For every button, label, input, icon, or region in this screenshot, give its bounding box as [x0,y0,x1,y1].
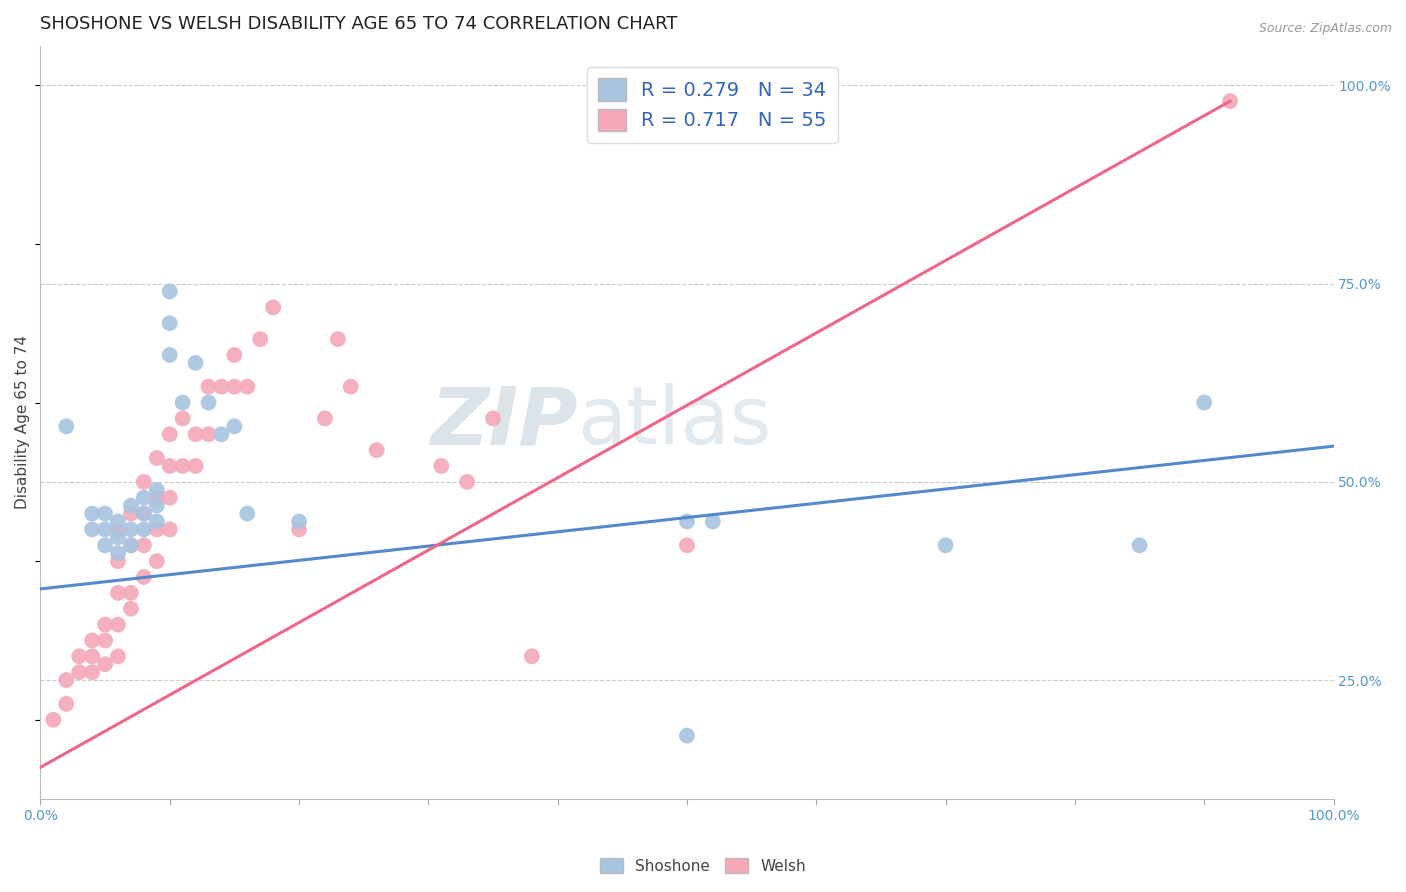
Point [224,348,246,362]
Text: ZIP: ZIP [430,384,576,461]
Point [146,523,169,537]
Point [146,554,169,568]
Point [236,507,259,521]
Point [366,443,388,458]
Point [132,491,155,505]
Text: Source: ZipAtlas.com: Source: ZipAtlas.com [1258,22,1392,36]
Point [146,451,169,466]
Point [82,665,104,680]
Point [55,673,77,687]
Point [224,419,246,434]
Point [159,348,181,362]
Point [339,379,361,393]
Text: atlas: atlas [576,384,772,461]
Legend: Shoshone, Welsh: Shoshone, Welsh [593,852,813,880]
Point [132,523,155,537]
Point [82,523,104,537]
Point [159,285,181,299]
Point [120,601,142,615]
Point [94,507,117,521]
Point [42,713,65,727]
Point [120,586,142,600]
Point [82,633,104,648]
Point [94,538,117,552]
Point [197,395,219,409]
Point [107,523,129,537]
Point [67,649,90,664]
Point [55,697,77,711]
Point [159,523,181,537]
Point [146,499,169,513]
Point [107,554,129,568]
Point [184,458,207,473]
Point [94,523,117,537]
Point [120,538,142,552]
Point [236,379,259,393]
Point [1192,395,1215,409]
Point [520,649,543,664]
Y-axis label: Disability Age 65 to 74: Disability Age 65 to 74 [15,335,30,509]
Point [120,507,142,521]
Point [120,538,142,552]
Point [314,411,336,425]
Point [107,617,129,632]
Point [159,458,181,473]
Point [132,475,155,489]
Point [55,419,77,434]
Point [146,483,169,497]
Legend: R = 0.279   N = 34, R = 0.717   N = 55: R = 0.279 N = 34, R = 0.717 N = 55 [586,67,838,143]
Point [107,530,129,544]
Point [262,301,284,315]
Text: SHOSHONE VS WELSH DISABILITY AGE 65 TO 74 CORRELATION CHART: SHOSHONE VS WELSH DISABILITY AGE 65 TO 7… [41,15,678,33]
Point [146,515,169,529]
Point [107,515,129,529]
Point [935,538,957,552]
Point [197,427,219,442]
Point [67,665,90,680]
Point [184,427,207,442]
Point [107,586,129,600]
Point [172,411,194,425]
Point [132,538,155,552]
Point [211,379,233,393]
Point [197,379,219,393]
Point [676,515,699,529]
Point [120,499,142,513]
Point [107,546,129,560]
Point [82,649,104,664]
Point [172,395,194,409]
Point [288,523,311,537]
Point [456,475,478,489]
Point [94,657,117,672]
Point [1219,94,1241,108]
Point [159,316,181,330]
Point [94,633,117,648]
Point [120,523,142,537]
Point [702,515,724,529]
Point [159,491,181,505]
Point [482,411,505,425]
Point [132,570,155,584]
Point [132,507,155,521]
Point [430,458,453,473]
Point [159,427,181,442]
Point [82,507,104,521]
Point [249,332,271,346]
Point [676,538,699,552]
Point [1128,538,1150,552]
Point [146,491,169,505]
Point [676,729,699,743]
Point [107,649,129,664]
Point [172,458,194,473]
Point [224,379,246,393]
Point [132,507,155,521]
Point [288,515,311,529]
Point [184,356,207,370]
Point [211,427,233,442]
Point [94,617,117,632]
Point [326,332,349,346]
